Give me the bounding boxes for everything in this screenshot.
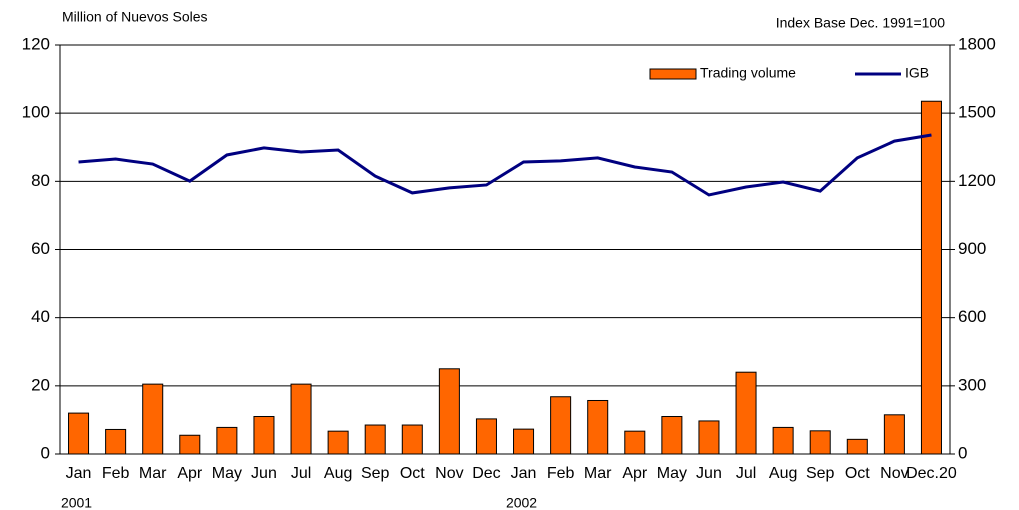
x-tick-label: Mar xyxy=(139,465,167,482)
x-tick-label: Jul xyxy=(736,465,756,482)
y-tick-label: 40 xyxy=(31,307,50,326)
bar xyxy=(513,428,535,455)
y2-axis-label: Index Base Dec. 1991=100 xyxy=(776,15,946,31)
x-tick-label: Nov xyxy=(880,465,908,482)
x-tick-label: Sep xyxy=(806,465,835,482)
y-tick-label: 80 xyxy=(31,171,50,190)
year-label: 2002 xyxy=(506,495,537,510)
y-tick-label: 20 xyxy=(31,375,50,394)
bar xyxy=(587,399,609,455)
bar xyxy=(735,371,757,455)
bar xyxy=(698,420,720,455)
y-tick-label: 120 xyxy=(22,34,50,53)
x-tick-label: Aug xyxy=(769,465,797,482)
x-tick-label: Jul xyxy=(291,465,311,482)
x-tick-label: Feb xyxy=(547,465,575,482)
x-tick-label: Apr xyxy=(622,465,648,482)
x-tick-label: Dec.20 xyxy=(906,465,957,482)
x-tick-label: May xyxy=(657,465,687,482)
x-tick-label: Jun xyxy=(696,465,722,482)
x-tick-label: Mar xyxy=(584,465,612,482)
y-tick-label: 100 xyxy=(22,103,50,122)
y-tick-label: 0 xyxy=(41,443,50,462)
x-tick-label: Sep xyxy=(361,465,390,482)
line xyxy=(78,133,932,197)
bar xyxy=(142,383,164,455)
year-label: 2001 xyxy=(61,495,92,510)
bar xyxy=(661,416,683,455)
x-tick-label: May xyxy=(212,465,242,482)
bar xyxy=(475,418,497,455)
bar xyxy=(772,426,794,455)
y2-tick-label: 1500 xyxy=(958,103,996,122)
bar xyxy=(883,414,905,455)
bar xyxy=(401,424,423,455)
bar xyxy=(846,438,868,455)
y2-tick-label: 600 xyxy=(958,307,986,326)
x-tick-label: Feb xyxy=(102,465,130,482)
x-tick-label: Jun xyxy=(251,465,277,482)
legend-swatch xyxy=(649,68,697,80)
x-tick-label: Oct xyxy=(400,465,425,482)
bar xyxy=(624,430,646,455)
bar xyxy=(550,396,572,455)
x-tick-label: Nov xyxy=(435,465,463,482)
bar xyxy=(253,416,275,455)
bar xyxy=(920,100,942,455)
bar xyxy=(438,368,460,455)
bar xyxy=(179,434,201,455)
bar xyxy=(290,383,312,455)
legend-label: IGB xyxy=(905,65,929,81)
bar xyxy=(809,430,831,455)
plot-frame xyxy=(59,44,951,455)
x-tick-label: Jan xyxy=(66,465,92,482)
x-tick-label: Oct xyxy=(845,465,870,482)
bar xyxy=(216,426,238,455)
x-tick-label: Dec xyxy=(472,465,500,482)
x-tick-label: Jan xyxy=(511,465,537,482)
y2-tick-label: 1200 xyxy=(958,171,996,190)
x-tick-label: Aug xyxy=(324,465,352,482)
y-tick-label: 60 xyxy=(31,239,50,258)
y2-tick-label: 300 xyxy=(958,375,986,394)
y2-tick-label: 900 xyxy=(958,239,986,258)
bar xyxy=(327,430,349,455)
bar xyxy=(105,428,127,455)
y2-tick-label: 0 xyxy=(958,443,967,462)
y-axis-label: Million of Nuevos Soles xyxy=(62,9,208,25)
bar xyxy=(364,424,386,455)
legend-label: Trading volume xyxy=(700,65,796,81)
bar xyxy=(68,412,90,455)
y2-tick-label: 1800 xyxy=(958,34,996,53)
x-tick-label: Apr xyxy=(177,465,203,482)
